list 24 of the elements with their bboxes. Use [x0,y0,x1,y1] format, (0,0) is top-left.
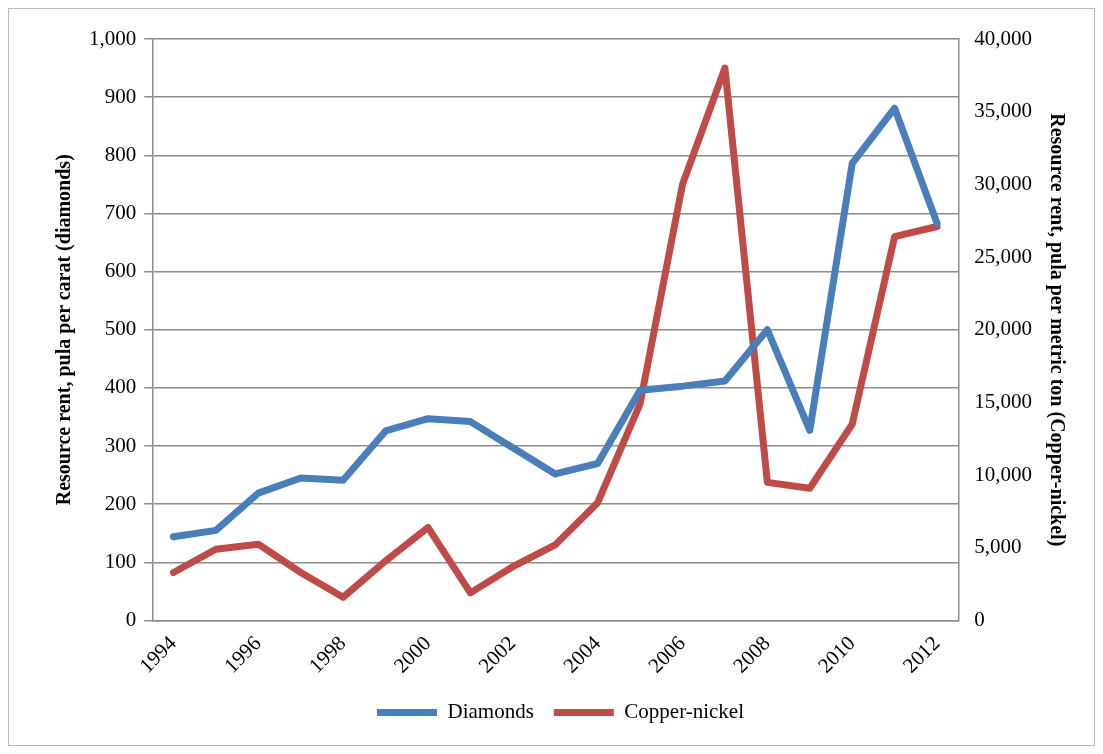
legend-label: Copper-nickel [624,699,745,724]
y2-tick-label: 20,000 [974,316,1032,341]
y-tick-label: 300 [104,432,137,457]
y-tick-label: 600 [104,258,137,283]
y2-tick-label: 35,000 [974,98,1032,123]
y-tick-label: 700 [104,199,137,224]
y-tick-label: 500 [104,316,137,341]
y2-axis-title: Resource rent, pula per metric ton (Copper-nickel) [1045,113,1069,547]
y-tick-label: 400 [104,374,137,399]
y-axis-title: Resource rent, pula per carat (diamonds) [52,154,76,506]
y-tick-label: 0 [125,607,137,631]
y2-tick-label: 15,000 [974,388,1032,413]
y-tick-label: 200 [104,490,137,515]
y2-tick-label: 0 [974,607,985,631]
legend-label: Diamonds [447,699,534,724]
y2-tick-label: 10,000 [974,461,1032,486]
y2-tick-label: 40,000 [974,25,1032,50]
y-tick-label: 900 [104,83,137,108]
y-tick-label: 100 [104,548,137,573]
y2-tick-label: 5,000 [974,534,1022,559]
y2-tick-label: 30,000 [974,170,1032,195]
y-tick-label: 800 [104,141,137,166]
y2-tick-label: 25,000 [974,243,1032,268]
y-tick-label: 1,000 [89,25,137,50]
